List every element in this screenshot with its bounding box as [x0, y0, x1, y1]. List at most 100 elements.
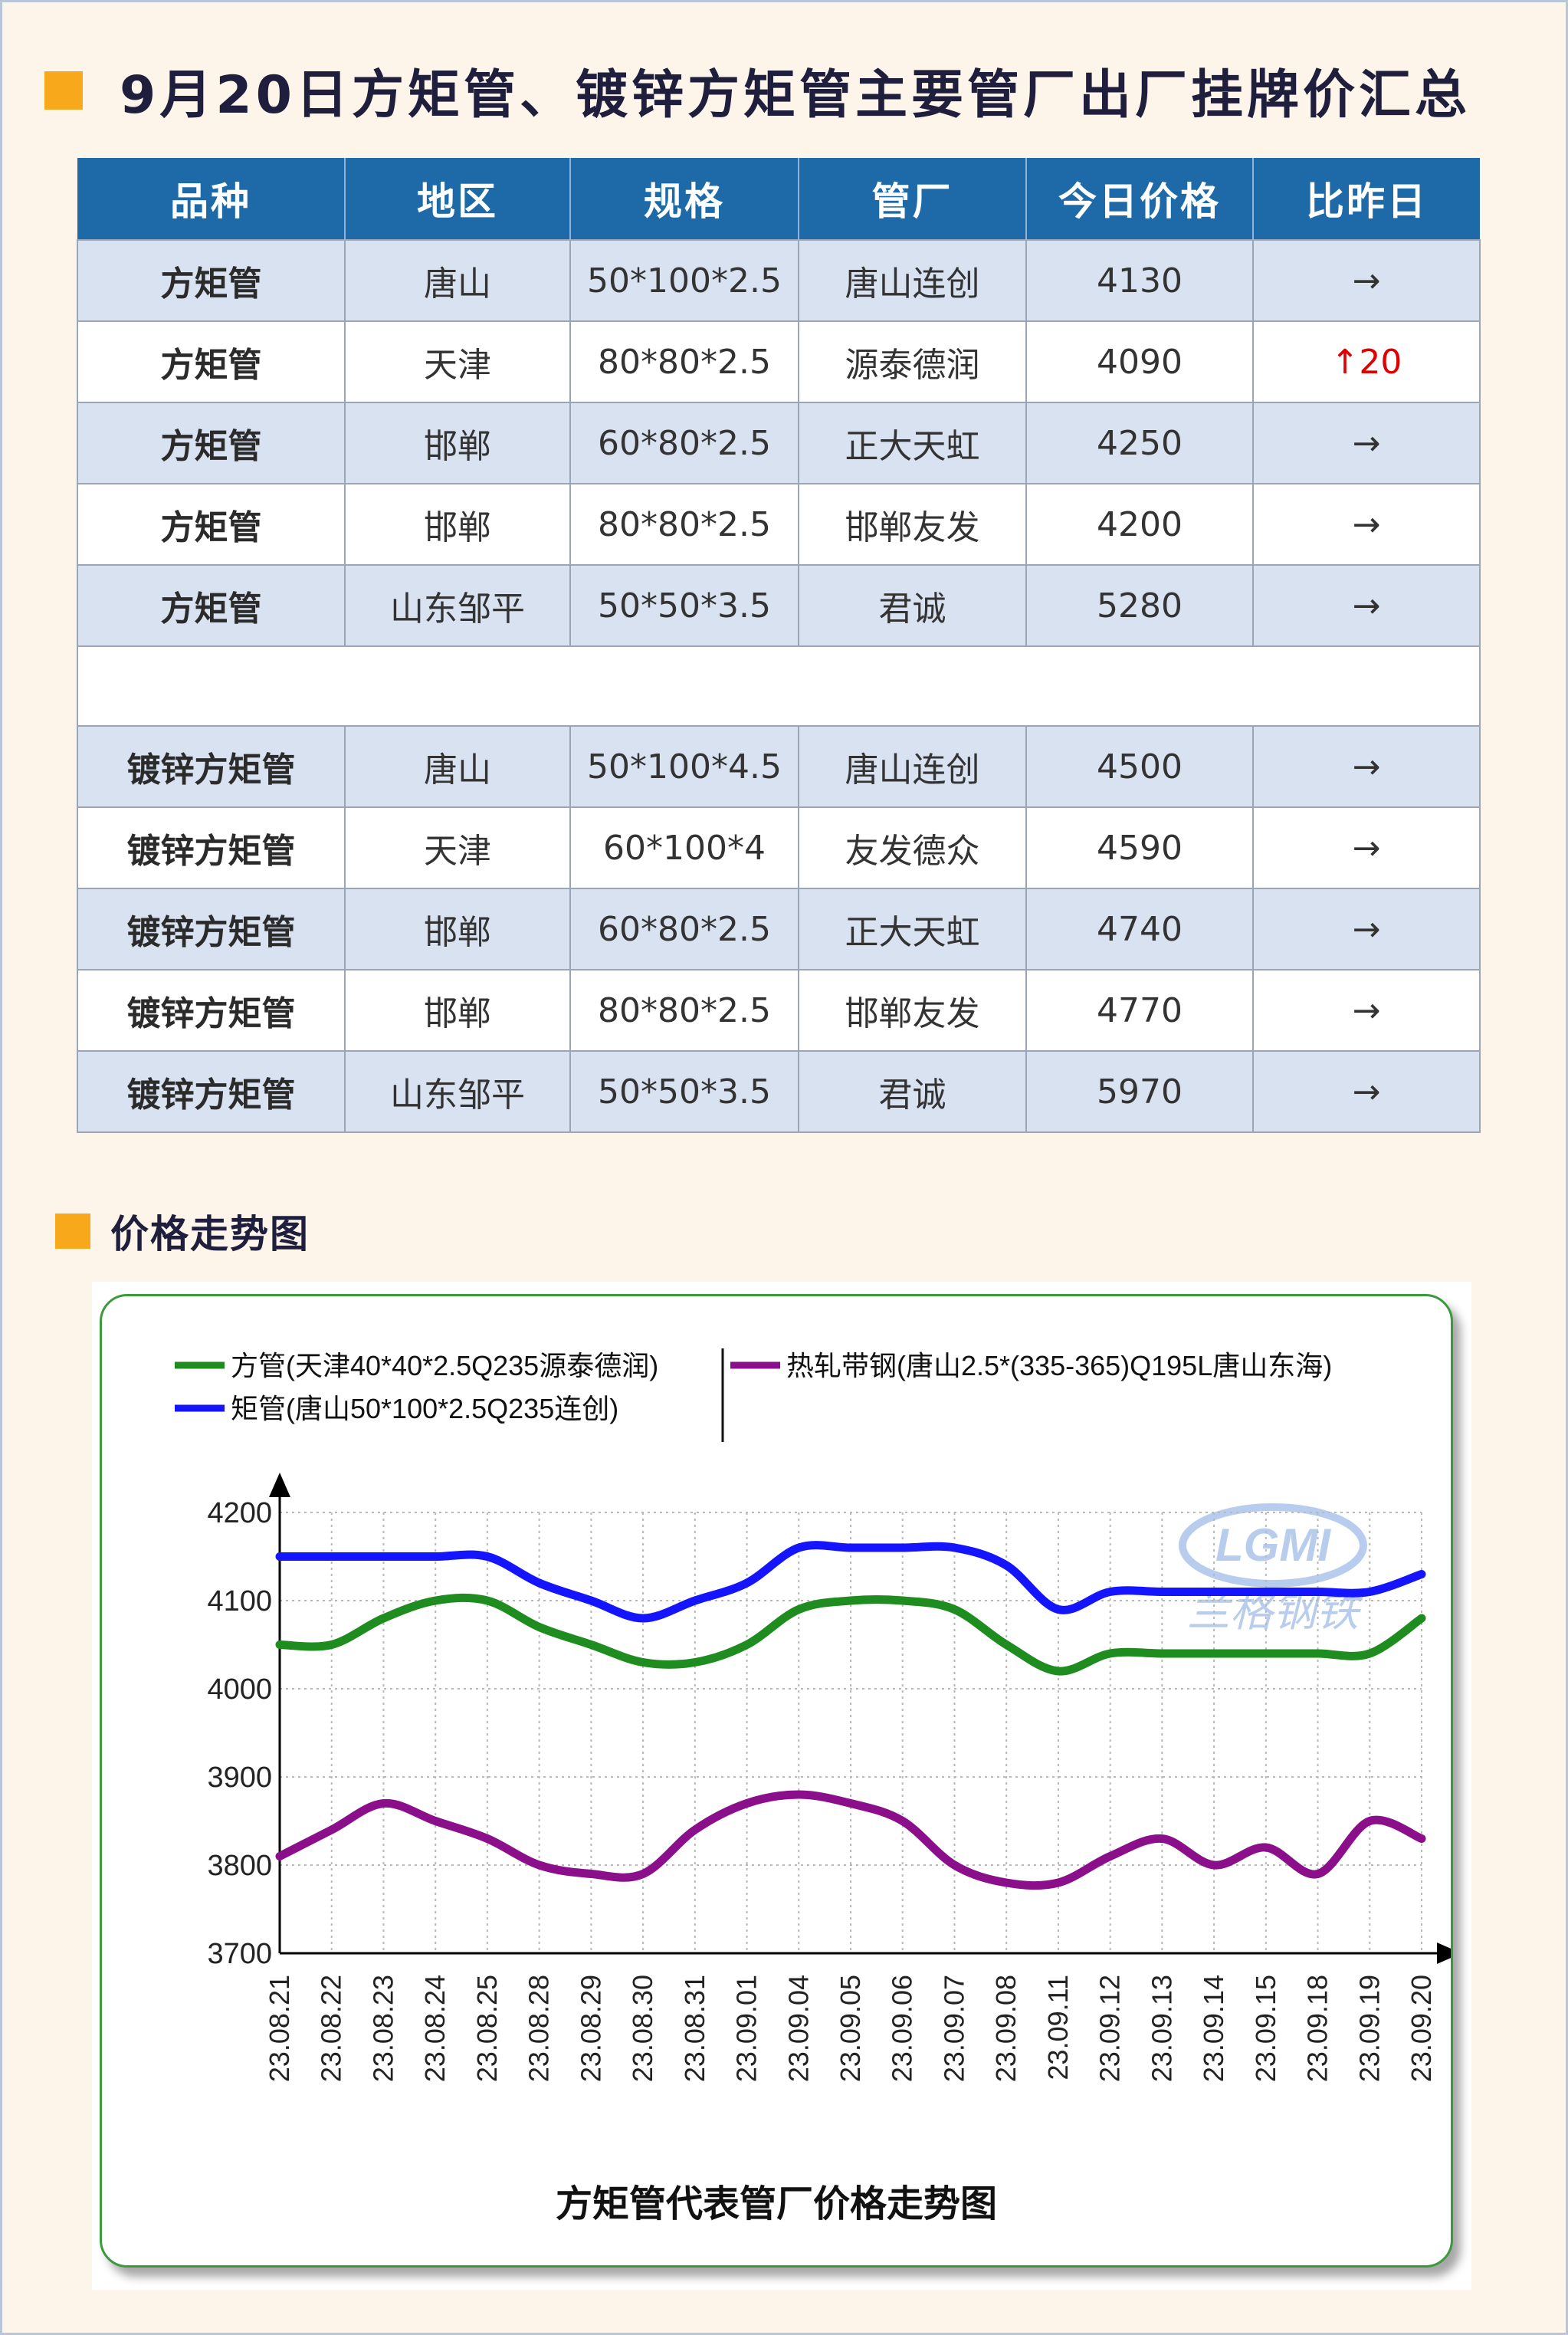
legend-label-series-2: 热轧带钢(唐山2.5*(335-365)Q195L唐山东海): [786, 1350, 1332, 1381]
data-point-series-2: [382, 1802, 385, 1805]
chart-card: 方管(天津40*40*2.5Q235源泰德润) 矩管(唐山50*100*2.5Q…: [92, 1282, 1471, 2290]
data-point-series-1: [1317, 1591, 1319, 1593]
table-row: 方矩管 山东邹平 50*50*3.5 君诚 5280 →: [77, 564, 1481, 647]
data-point-series-1: [590, 1600, 592, 1601]
data-point-series-2: [746, 1802, 748, 1805]
cell-spec: 80*80*2.5: [569, 483, 799, 566]
data-point-series-1: [279, 1555, 280, 1558]
data-point-series-0: [1317, 1653, 1319, 1654]
x-tick-label: 23.08.24: [419, 1975, 451, 2082]
data-point-series-0: [538, 1626, 540, 1628]
table-row: 方矩管 天津 80*80*2.5 源泰德润 4090 ↑20: [77, 320, 1481, 403]
data-point-series-2: [1213, 1864, 1215, 1866]
data-point-series-2: [1369, 1820, 1371, 1822]
data-point-series-0: [486, 1600, 488, 1601]
data-point-series-1: [1109, 1591, 1111, 1593]
cell-change: →: [1252, 806, 1481, 889]
cell-mill: 唐山连创: [798, 239, 1027, 322]
x-tick-label: 23.09.18: [1302, 1975, 1333, 2082]
cell-mill: 正大天虹: [798, 402, 1027, 484]
x-tick-label: 23.09.14: [1198, 1975, 1229, 2082]
data-point-series-1: [330, 1555, 333, 1558]
cell-region: 邯郸: [344, 483, 571, 566]
data-point-series-0: [1161, 1653, 1163, 1654]
cell-price: 4090: [1025, 320, 1254, 403]
y-tick-label: 4200: [207, 1497, 272, 1529]
data-point-series-2: [486, 1837, 488, 1840]
cell-change: →: [1252, 1050, 1481, 1133]
cell-region: 唐山: [344, 239, 571, 322]
legend-label-series-0: 方管(天津40*40*2.5Q235源泰德润): [231, 1350, 658, 1381]
data-point-series-0: [1213, 1653, 1215, 1654]
price-table: 品种 地区 规格 管厂 今日价格 比昨日 方矩管 唐山 50*100*2.5 唐…: [77, 158, 1481, 1133]
data-point-series-0: [590, 1644, 592, 1646]
table-row: 方矩管 邯郸 80*80*2.5 邯郸友发 4200 →: [77, 483, 1481, 566]
cell-price: 4200: [1025, 483, 1254, 566]
cell-change: →: [1252, 888, 1481, 970]
data-point-series-1: [1057, 1608, 1059, 1611]
data-point-series-2: [1265, 1847, 1267, 1848]
data-point-series-2: [1005, 1882, 1008, 1883]
cell-change: →: [1252, 402, 1481, 484]
x-tick-label: 23.08.23: [367, 1975, 399, 2082]
data-point-series-2: [1317, 1873, 1319, 1875]
watermark-logo: LGMI 兰格钢铁: [1179, 1503, 1367, 1635]
x-tick-label: 23.09.05: [835, 1975, 866, 2082]
cell-category: 镀锌方矩管: [77, 725, 346, 808]
cell-region: 邯郸: [344, 402, 571, 484]
table-row: 镀锌方矩管 邯郸 80*80*2.5 邯郸友发 4770 →: [77, 969, 1481, 1052]
data-point-series-1: [798, 1547, 800, 1548]
y-tick-label: 4000: [207, 1673, 272, 1706]
column-header: 品种: [77, 158, 346, 240]
cell-price: 5970: [1025, 1050, 1254, 1133]
data-point-series-2: [590, 1873, 592, 1875]
x-tick-label: 23.09.13: [1146, 1975, 1177, 2082]
svg-text:LGMI: LGMI: [1215, 1519, 1331, 1571]
data-point-series-2: [1057, 1882, 1059, 1883]
cell-price: 4130: [1025, 239, 1254, 322]
price-trend-chart: 方管(天津40*40*2.5Q235源泰德润) 矩管(唐山50*100*2.5Q…: [175, 1348, 1461, 2225]
data-point-series-1: [1161, 1591, 1163, 1593]
x-tick-label: 23.09.11: [1042, 1975, 1074, 2080]
cell-category: 镀锌方矩管: [77, 806, 346, 889]
data-point-series-2: [330, 1829, 333, 1831]
data-point-series-1: [1421, 1573, 1422, 1575]
data-point-series-2: [850, 1802, 851, 1805]
chart-frame: 方管(天津40*40*2.5Q235源泰德润) 矩管(唐山50*100*2.5Q…: [100, 1294, 1461, 2268]
data-point-series-2: [953, 1864, 956, 1866]
table-row: 镀锌方矩管 天津 60*100*4 友发德众 4590 →: [77, 806, 1481, 889]
data-point-series-1: [382, 1555, 385, 1558]
data-point-series-0: [1421, 1617, 1422, 1619]
cell-price: 4770: [1025, 969, 1254, 1052]
data-point-series-1: [1213, 1591, 1215, 1593]
cell-price: 5280: [1025, 564, 1254, 647]
x-tick-label: 23.08.30: [627, 1975, 658, 2082]
data-point-series-2: [1109, 1855, 1111, 1857]
cell-mill: 邯郸友发: [798, 969, 1027, 1052]
title-marker-icon: [44, 71, 83, 110]
column-header: 地区: [345, 158, 571, 240]
data-point-series-1: [850, 1547, 851, 1548]
cell-price: 4590: [1025, 806, 1254, 889]
data-point-series-0: [642, 1661, 645, 1663]
cell-region: 山东邹平: [344, 1050, 571, 1133]
title-marker-icon: [55, 1213, 90, 1249]
x-axis-arrow-icon: [1437, 1943, 1461, 1964]
table-row: 镀锌方矩管 唐山 50*100*4.5 唐山连创 4500 →: [77, 725, 1481, 808]
cell-spec: 50*100*4.5: [569, 725, 799, 808]
cell-mill: 君诚: [798, 564, 1027, 647]
chart-section-title-text: 价格走势图: [110, 1212, 310, 1256]
plot-area: 3700 3800 3900 4000 4100 4200 23.08.21 23.08.22…: [207, 1473, 1461, 2082]
x-tick-label: 23.08.21: [264, 1975, 295, 2082]
x-tick-label: 23.08.25: [471, 1975, 503, 2082]
cell-spec: 80*80*2.5: [569, 969, 799, 1052]
chart-section-title: 价格走势图: [55, 1204, 310, 1259]
x-tick-label: 23.09.20: [1406, 1975, 1437, 2082]
table-row: 方矩管 唐山 50*100*2.5 唐山连创 4130 →: [77, 239, 1481, 322]
cell-category: 镀锌方矩管: [77, 1050, 346, 1133]
cell-category: 方矩管: [77, 483, 346, 566]
cell-region: 邯郸: [344, 969, 571, 1052]
cell-category: 方矩管: [77, 239, 346, 322]
data-point-series-0: [382, 1617, 385, 1619]
